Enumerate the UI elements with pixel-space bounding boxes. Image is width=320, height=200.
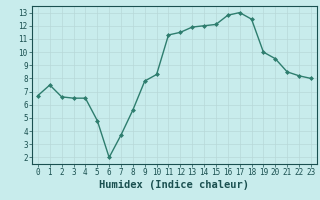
- X-axis label: Humidex (Indice chaleur): Humidex (Indice chaleur): [100, 180, 249, 190]
